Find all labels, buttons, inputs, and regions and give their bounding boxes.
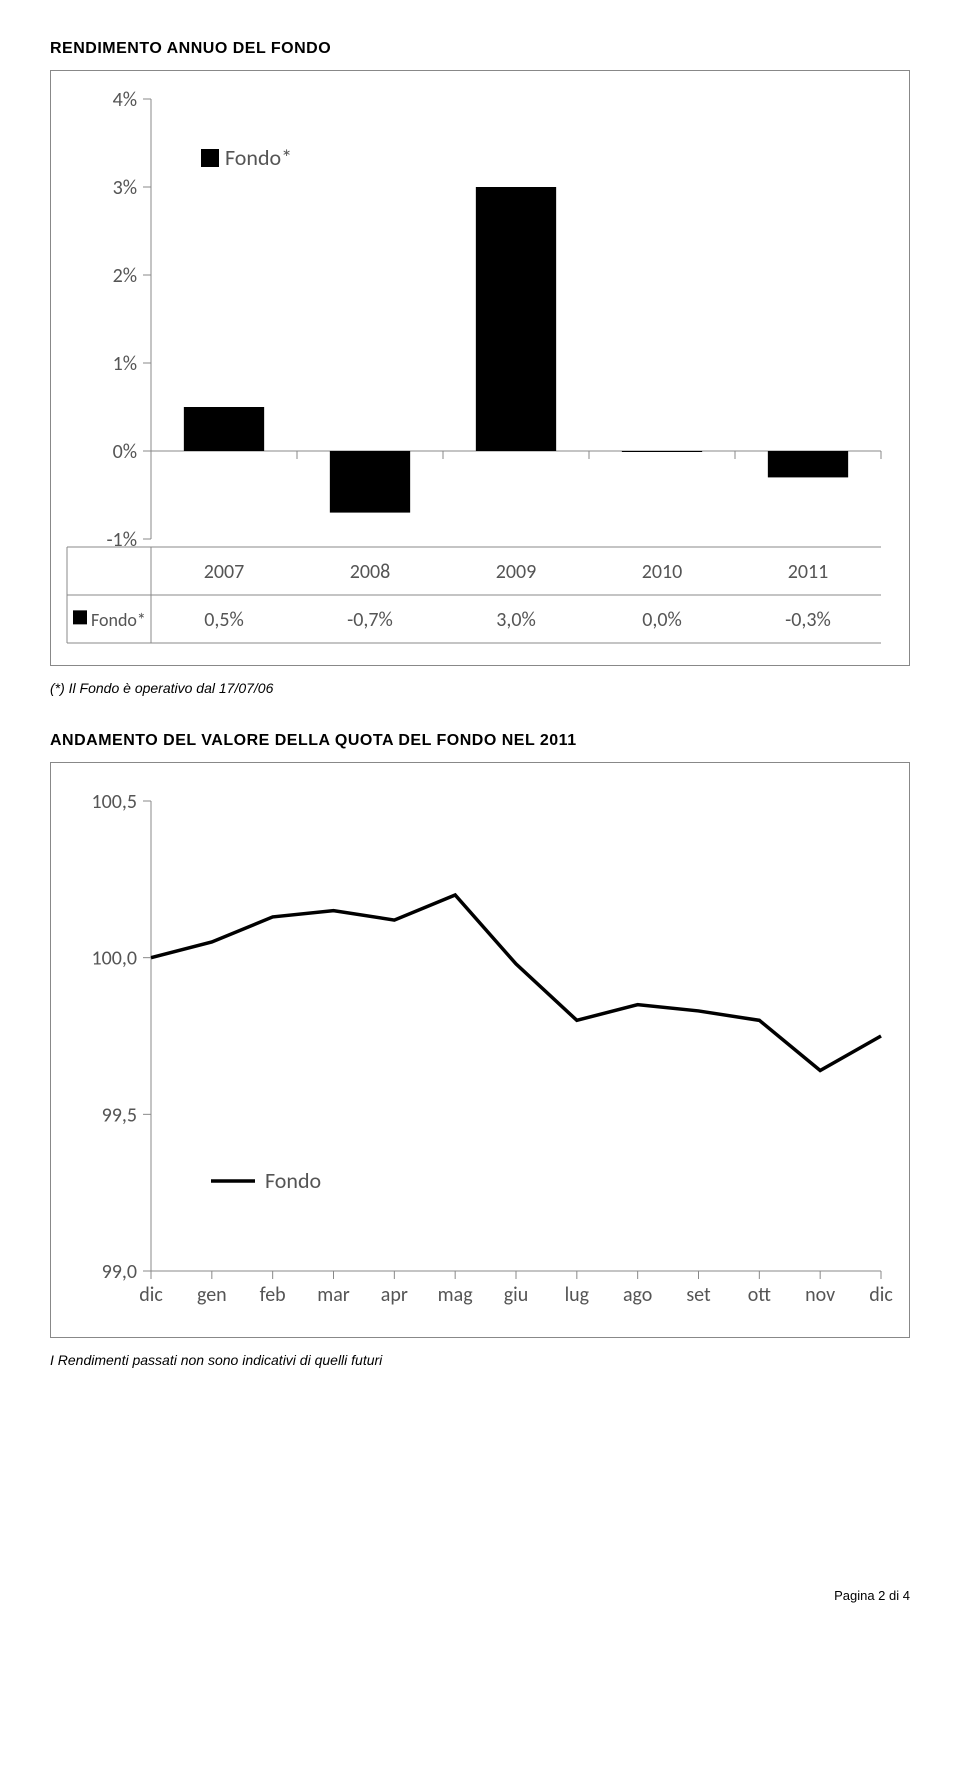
footnote: (*) Il Fondo è operativo dal 17/07/06 <box>50 680 910 696</box>
svg-text:100,0: 100,0 <box>91 947 137 971</box>
svg-text:2008: 2008 <box>350 560 391 584</box>
svg-text:set: set <box>686 1283 711 1307</box>
svg-text:lug: lug <box>565 1283 590 1307</box>
svg-text:-0,3%: -0,3% <box>785 608 831 632</box>
svg-text:Fondo*: Fondo* <box>225 144 292 171</box>
svg-text:-1%: -1% <box>106 528 137 552</box>
svg-text:apr: apr <box>381 1283 408 1307</box>
svg-text:0,5%: 0,5% <box>204 608 244 632</box>
section1-title: RENDIMENTO ANNUO DEL FONDO <box>50 40 910 58</box>
svg-text:2011: 2011 <box>788 560 829 584</box>
svg-text:gen: gen <box>197 1283 227 1307</box>
svg-text:dic: dic <box>869 1283 893 1307</box>
svg-text:0,0%: 0,0% <box>642 608 682 632</box>
bar-chart-box: 4% 3% 2% 1% 0% -1% Fondo* 2007 2008 2009 2010 2011 F… <box>50 70 910 666</box>
svg-text:mar: mar <box>317 1283 350 1307</box>
svg-text:2009: 2009 <box>496 560 537 584</box>
svg-text:2010: 2010 <box>642 560 683 584</box>
page-number: Pagina 2 di 4 <box>50 1588 910 1603</box>
svg-text:1%: 1% <box>113 352 137 376</box>
svg-text:99,0: 99,0 <box>102 1260 137 1284</box>
bar-chart: 4% 3% 2% 1% 0% -1% Fondo* 2007 2008 2009 2010 2011 F… <box>61 79 901 659</box>
line-chart: 100,5100,099,599,0dicgenfebmaraprmaggiul… <box>61 771 901 1331</box>
line-chart-box: 100,5100,099,599,0dicgenfebmaraprmaggiul… <box>50 762 910 1338</box>
svg-text:nov: nov <box>805 1283 835 1307</box>
svg-text:Fondo*: Fondo* <box>91 609 146 631</box>
disclaimer: I Rendimenti passati non sono indicativi… <box>50 1352 910 1368</box>
svg-text:ago: ago <box>623 1283 652 1307</box>
svg-text:feb: feb <box>260 1283 286 1307</box>
svg-text:giu: giu <box>504 1283 529 1307</box>
svg-text:-0,7%: -0,7% <box>347 608 393 632</box>
svg-text:2007: 2007 <box>204 560 245 584</box>
svg-text:3,0%: 3,0% <box>496 608 536 632</box>
svg-text:100,5: 100,5 <box>91 790 137 814</box>
svg-text:ott: ott <box>748 1283 772 1307</box>
section2-title: ANDAMENTO DEL VALORE DELLA QUOTA DEL FON… <box>50 732 910 750</box>
svg-text:Fondo: Fondo <box>265 1167 321 1194</box>
svg-text:4%: 4% <box>113 88 137 112</box>
svg-text:mag: mag <box>438 1283 474 1307</box>
svg-text:0%: 0% <box>113 440 137 464</box>
svg-text:2%: 2% <box>113 264 137 288</box>
svg-text:dic: dic <box>139 1283 163 1307</box>
svg-text:3%: 3% <box>113 176 137 200</box>
svg-text:99,5: 99,5 <box>102 1103 137 1127</box>
